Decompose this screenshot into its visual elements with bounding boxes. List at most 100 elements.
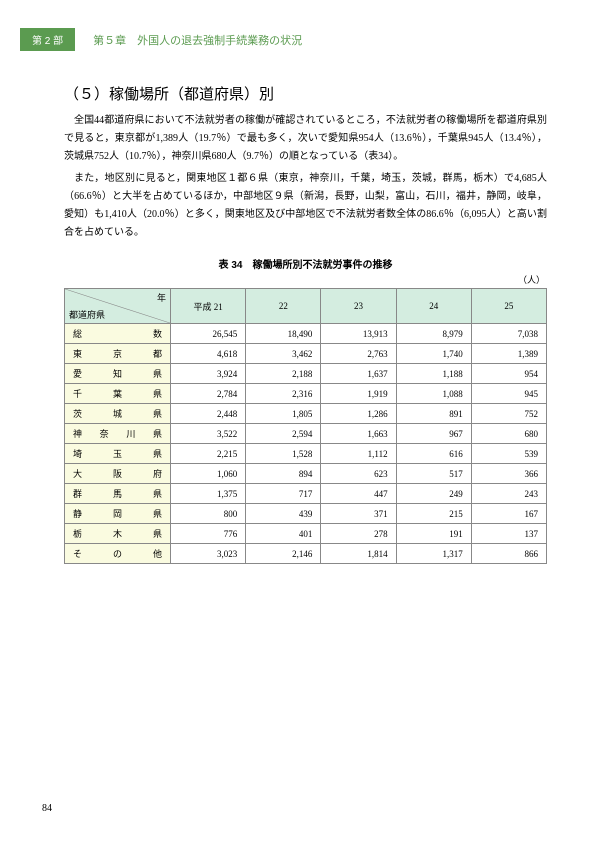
cell-value: 1,317	[396, 544, 471, 564]
col-header: 24	[396, 289, 471, 324]
cell-value: 1,060	[171, 464, 246, 484]
row-label: 東京都	[65, 344, 171, 364]
cell-value: 967	[396, 424, 471, 444]
table-caption: 表 34 稼働場所別不法就労事件の推移	[64, 256, 547, 271]
cell-value: 680	[471, 424, 546, 444]
cell-value: 8,979	[396, 324, 471, 344]
cell-value: 2,188	[246, 364, 321, 384]
cell-value: 623	[321, 464, 396, 484]
table-header-diag: 年 都道府県	[65, 289, 171, 324]
col-header: 23	[321, 289, 396, 324]
col-header: 平成 21	[171, 289, 246, 324]
table-row: 埼玉県2,2151,5281,112616539	[65, 444, 547, 464]
cell-value: 2,763	[321, 344, 396, 364]
row-label: 茨城県	[65, 404, 171, 424]
cell-value: 866	[471, 544, 546, 564]
cell-value: 2,448	[171, 404, 246, 424]
cell-value: 717	[246, 484, 321, 504]
cell-value: 3,522	[171, 424, 246, 444]
table-row: 千葉県2,7842,3161,9191,088945	[65, 384, 547, 404]
cell-value: 2,215	[171, 444, 246, 464]
content-area: （５）稼働場所（都道府県）別 全国44都道府県において不法就労者の稼働が確認され…	[0, 51, 595, 564]
table-row: 神奈川県3,5222,5941,663967680	[65, 424, 547, 444]
table-header-row: 年 都道府県 平成 21 22 23 24 25	[65, 289, 547, 324]
cell-value: 1,814	[321, 544, 396, 564]
cell-value: 894	[246, 464, 321, 484]
paragraph-2: また，地区別に見ると，関東地区１都６県（東京，神奈川，千葉，埼玉，茨城，群馬，栃…	[64, 170, 547, 242]
page-number: 84	[42, 803, 52, 814]
cell-value: 249	[396, 484, 471, 504]
row-label: 栃木県	[65, 524, 171, 544]
table-row: 大阪府1,060894623517366	[65, 464, 547, 484]
table-row: 群馬県1,375717447249243	[65, 484, 547, 504]
cell-value: 1,805	[246, 404, 321, 424]
cell-value: 776	[171, 524, 246, 544]
cell-value: 3,023	[171, 544, 246, 564]
table-row: 静岡県800439371215167	[65, 504, 547, 524]
cell-value: 215	[396, 504, 471, 524]
cell-value: 26,545	[171, 324, 246, 344]
table-row: 東京都4,6183,4622,7631,7401,389	[65, 344, 547, 364]
col-header: 22	[246, 289, 321, 324]
cell-value: 1,375	[171, 484, 246, 504]
cell-value: 243	[471, 484, 546, 504]
cell-value: 891	[396, 404, 471, 424]
chapter-title: 第５章 外国人の退去強制手続業務の状況	[93, 32, 302, 48]
row-label: 愛知県	[65, 364, 171, 384]
cell-value: 1,112	[321, 444, 396, 464]
cell-value: 954	[471, 364, 546, 384]
cell-value: 3,924	[171, 364, 246, 384]
cell-value: 1,286	[321, 404, 396, 424]
cell-value: 1,637	[321, 364, 396, 384]
cell-value: 2,316	[246, 384, 321, 404]
cell-value: 517	[396, 464, 471, 484]
cell-value: 1,740	[396, 344, 471, 364]
table-row: 総数26,54518,49013,9138,9797,038	[65, 324, 547, 344]
section-heading: （５）稼働場所（都道府県）別	[64, 83, 547, 104]
table-unit-label: （人）	[64, 273, 547, 286]
table-row: 茨城県2,4481,8051,286891752	[65, 404, 547, 424]
paragraph-1: 全国44都道府県において不法就労者の稼働が確認されているところ，不法就労者の稼働…	[64, 112, 547, 166]
cell-value: 447	[321, 484, 396, 504]
cell-value: 1,528	[246, 444, 321, 464]
cell-value: 2,146	[246, 544, 321, 564]
cell-value: 800	[171, 504, 246, 524]
page-header: 第 2 部 第５章 外国人の退去強制手続業務の状況	[0, 0, 595, 51]
row-label: 静岡県	[65, 504, 171, 524]
row-label: その他	[65, 544, 171, 564]
cell-value: 18,490	[246, 324, 321, 344]
cell-value: 539	[471, 444, 546, 464]
table-row: その他3,0232,1461,8141,317866	[65, 544, 547, 564]
cell-value: 2,594	[246, 424, 321, 444]
cell-value: 3,462	[246, 344, 321, 364]
row-label: 千葉県	[65, 384, 171, 404]
data-table: 年 都道府県 平成 21 22 23 24 25 総数26,54518,4901…	[64, 288, 547, 564]
row-label: 神奈川県	[65, 424, 171, 444]
cell-value: 4,618	[171, 344, 246, 364]
row-label: 総数	[65, 324, 171, 344]
cell-value: 1,088	[396, 384, 471, 404]
col-header: 25	[471, 289, 546, 324]
cell-value: 616	[396, 444, 471, 464]
diag-pref-label: 都道府県	[69, 308, 105, 321]
diag-year-label: 年	[157, 291, 166, 304]
cell-value: 1,919	[321, 384, 396, 404]
row-label: 埼玉県	[65, 444, 171, 464]
cell-value: 2,784	[171, 384, 246, 404]
cell-value: 13,913	[321, 324, 396, 344]
cell-value: 7,038	[471, 324, 546, 344]
cell-value: 167	[471, 504, 546, 524]
table-row: 栃木県776401278191137	[65, 524, 547, 544]
row-label: 大阪府	[65, 464, 171, 484]
cell-value: 366	[471, 464, 546, 484]
cell-value: 278	[321, 524, 396, 544]
cell-value: 439	[246, 504, 321, 524]
cell-value: 752	[471, 404, 546, 424]
row-label: 群馬県	[65, 484, 171, 504]
table-row: 愛知県3,9242,1881,6371,188954	[65, 364, 547, 384]
cell-value: 371	[321, 504, 396, 524]
cell-value: 1,663	[321, 424, 396, 444]
cell-value: 1,188	[396, 364, 471, 384]
cell-value: 1,389	[471, 344, 546, 364]
part-badge: 第 2 部	[20, 28, 75, 51]
